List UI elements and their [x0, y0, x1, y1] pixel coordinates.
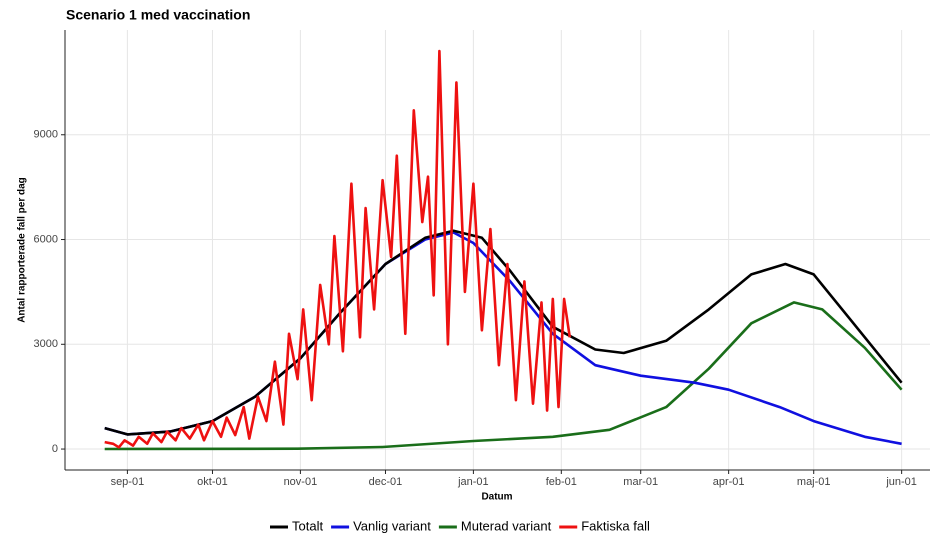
legend-label: Vanlig variant — [353, 518, 431, 533]
series-line — [104, 229, 903, 436]
legend-label: Muterad variant — [461, 518, 552, 533]
y-tick-label: 6000 — [34, 233, 58, 245]
y-tick-label: 9000 — [34, 129, 58, 141]
chart-title: Scenario 1 med vaccination — [66, 7, 250, 23]
x-tick-label: apr-01 — [713, 476, 745, 488]
x-tick-label: dec-01 — [369, 476, 403, 488]
x-tick-label: sep-01 — [111, 476, 145, 488]
x-axis-label: Datum — [481, 492, 512, 503]
legend-label: Totalt — [292, 518, 323, 533]
x-tick-label: mar-01 — [623, 476, 658, 488]
y-tick-label: 3000 — [34, 338, 58, 350]
x-tick-label: okt-01 — [197, 476, 228, 488]
x-tick-label: nov-01 — [284, 476, 318, 488]
x-tick-label: jun-01 — [885, 476, 917, 488]
x-tick-label: maj-01 — [797, 476, 831, 488]
y-axis-label: Antal rapporterade fall per dag — [17, 177, 28, 323]
x-tick-label: jan-01 — [457, 476, 489, 488]
legend-label: Faktiska fall — [581, 518, 650, 533]
series-line — [104, 49, 572, 449]
x-tick-label: feb-01 — [546, 476, 577, 488]
y-tick-label: 0 — [52, 443, 58, 455]
series-line — [104, 301, 903, 451]
